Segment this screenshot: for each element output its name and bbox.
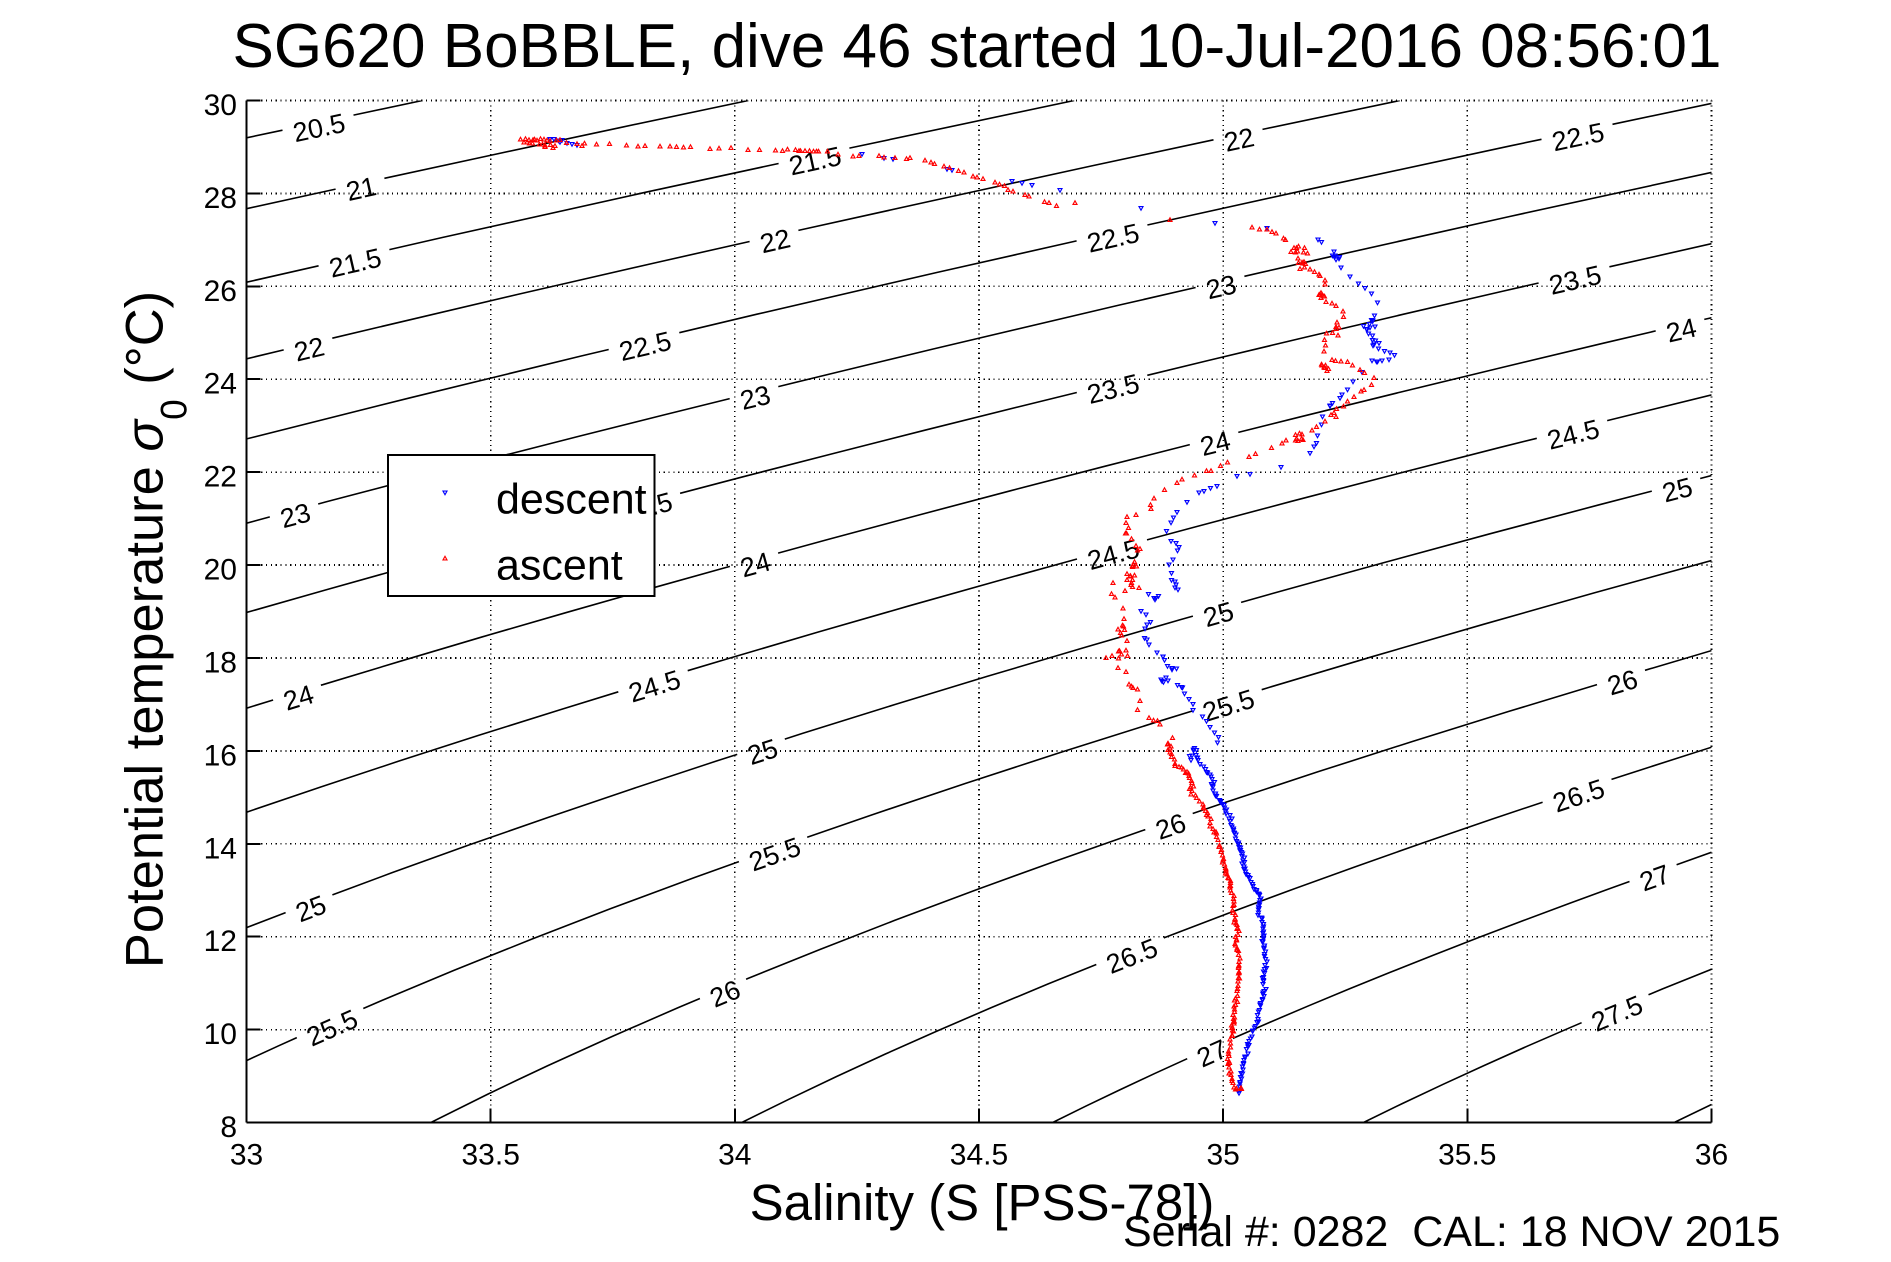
svg-text:Serial #: 0282 CAL: 18 NOV 20: Serial #: 0282 CAL: 18 NOV 2015 [1123, 1208, 1780, 1256]
svg-text:21: 21 [343, 171, 379, 207]
svg-text:14: 14 [204, 832, 237, 865]
svg-text:28: 28 [204, 182, 237, 215]
svg-text:SG620 BoBBLE, dive 46 started: SG620 BoBBLE, dive 46 started 10-Jul-201… [233, 12, 1722, 81]
svg-text:23: 23 [737, 380, 773, 416]
svg-text:25: 25 [1659, 472, 1696, 509]
svg-text:26: 26 [204, 275, 237, 308]
svg-text:36: 36 [1695, 1139, 1728, 1172]
svg-text:33: 33 [230, 1139, 263, 1172]
svg-text:8: 8 [220, 1111, 237, 1144]
svg-text:Salinity (S [PSS-78]): Salinity (S [PSS-78]) [750, 1174, 1215, 1231]
svg-text:23: 23 [1203, 269, 1239, 305]
svg-text:22: 22 [291, 331, 327, 367]
svg-text:24: 24 [1197, 426, 1233, 462]
svg-text:30: 30 [204, 89, 237, 122]
svg-text:22: 22 [204, 461, 237, 494]
svg-text:22: 22 [1221, 122, 1257, 158]
svg-text:10: 10 [204, 1018, 237, 1051]
svg-text:descent: descent [496, 476, 647, 524]
svg-text:33.5: 33.5 [462, 1139, 520, 1172]
svg-text:24: 24 [204, 368, 237, 401]
svg-text:24: 24 [1663, 312, 1699, 348]
svg-text:34: 34 [718, 1139, 751, 1172]
svg-text:16: 16 [204, 739, 237, 772]
svg-text:34.5: 34.5 [950, 1139, 1008, 1172]
svg-text:18: 18 [204, 647, 237, 680]
svg-text:12: 12 [204, 925, 237, 958]
svg-text:35: 35 [1207, 1139, 1240, 1172]
svg-text:20: 20 [204, 554, 237, 587]
svg-text:ascent: ascent [496, 542, 623, 590]
svg-text:35.5: 35.5 [1438, 1139, 1496, 1172]
svg-text:22: 22 [757, 223, 793, 259]
